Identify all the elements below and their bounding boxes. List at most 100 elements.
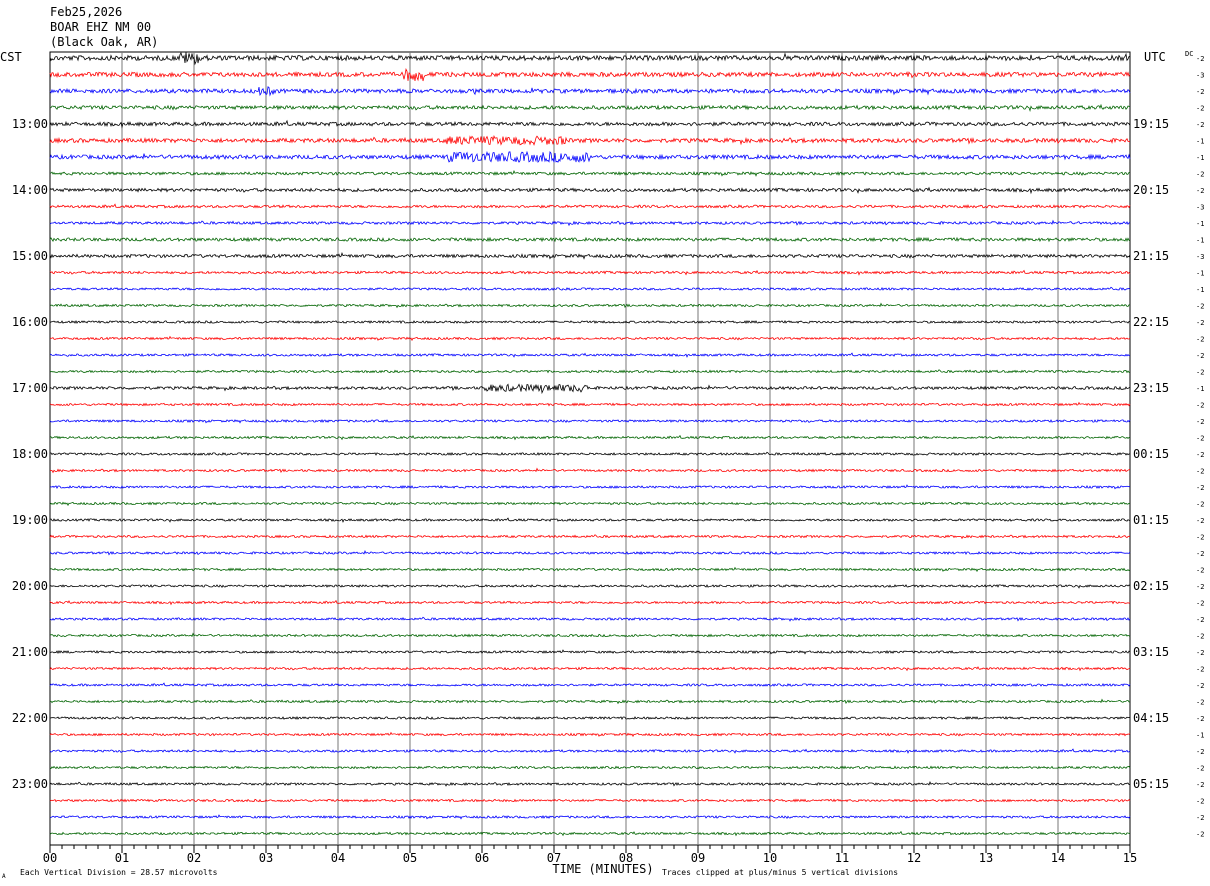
seismic-trace <box>49 369 1130 374</box>
dc-offset-label: -2 <box>1196 781 1204 789</box>
seismic-trace <box>49 616 1131 622</box>
right-hour-label: 00:15 <box>1133 447 1169 461</box>
dc-offset-label: -2 <box>1196 649 1204 657</box>
x-tick-label: 04 <box>331 851 345 865</box>
dc-offset-label: -2 <box>1196 402 1204 410</box>
seismic-trace <box>50 335 1131 342</box>
seismic-trace <box>49 748 1131 754</box>
x-tick-label: 11 <box>835 851 849 865</box>
x-axis-title: TIME (MINUTES) <box>552 862 653 876</box>
dc-offset-label: -2 <box>1196 352 1204 360</box>
dc-offset-label: -2 <box>1196 583 1204 591</box>
left-hour-label: 16:00 <box>12 315 48 329</box>
seismic-trace <box>49 150 1131 163</box>
right-hour-label: 21:15 <box>1133 249 1169 263</box>
seismic-trace <box>49 649 1131 655</box>
footer-clip-note: Traces clipped at plus/minus 5 vertical … <box>662 868 898 877</box>
seismic-trace <box>49 252 1131 260</box>
dc-offset-label: -3 <box>1196 72 1204 80</box>
dc-offset-label: -3 <box>1196 253 1204 261</box>
x-tick-label: 01 <box>115 851 129 865</box>
right-hour-label: 23:15 <box>1133 381 1169 395</box>
seismic-trace <box>49 798 1131 803</box>
dc-offset-label: -2 <box>1196 633 1204 641</box>
plot-grid <box>49 51 1131 846</box>
seismic-trace <box>49 86 1131 97</box>
x-tick-label: 05 <box>403 851 417 865</box>
seismic-trace <box>49 666 1131 672</box>
seismic-trace <box>49 401 1131 407</box>
dc-offset-label: -2 <box>1196 748 1204 756</box>
dc-offset-label: -2 <box>1196 666 1204 674</box>
left-hour-label: 13:00 <box>12 117 48 131</box>
seismic-trace <box>49 383 1131 395</box>
dc-offset-label: -2 <box>1196 451 1204 459</box>
footer-mark: A <box>2 873 6 880</box>
dc-offset-label: -2 <box>1196 187 1204 195</box>
seismic-trace <box>49 302 1131 309</box>
right-hour-label: 02:15 <box>1133 579 1169 593</box>
dc-offset-label: -2 <box>1196 798 1204 806</box>
dc-offset-label: -2 <box>1196 121 1204 129</box>
dc-offset-label: -2 <box>1196 517 1204 525</box>
dc-offset-label: -1 <box>1196 270 1204 278</box>
dc-offset-label: -2 <box>1196 171 1204 179</box>
seismic-trace <box>49 319 1131 325</box>
dc-offset-label: -2 <box>1196 319 1204 327</box>
x-tick-label: 15 <box>1123 851 1137 865</box>
seismic-trace <box>49 781 1131 787</box>
left-hour-label: 20:00 <box>12 579 48 593</box>
dc-offset-label: -1 <box>1196 138 1204 146</box>
left-timezone-label: CST <box>0 50 22 64</box>
seismic-trace <box>49 52 1131 66</box>
left-hour-label: 21:00 <box>12 645 48 659</box>
x-axis: 00 01 02 03 04 05 06 07 08 09 10 11 12 13 14 15 <box>43 845 1137 865</box>
left-hour-label: 22:00 <box>12 711 48 725</box>
x-tick-label: 02 <box>187 851 201 865</box>
seismic-trace <box>49 451 1131 456</box>
dc-offset-label: -2 <box>1196 501 1204 509</box>
dc-offset-label: -2 <box>1196 715 1204 723</box>
seismic-trace <box>49 352 1131 358</box>
dc-offset-label: -2 <box>1196 550 1204 558</box>
left-hour-label: 17:00 <box>12 381 48 395</box>
dc-offset-label: -2 <box>1196 831 1204 839</box>
dc-offset-label: -2 <box>1196 600 1204 608</box>
dc-offset-label: -2 <box>1196 435 1204 443</box>
right-hour-label: 05:15 <box>1133 777 1169 791</box>
seismic-trace <box>49 467 1131 474</box>
right-hour-label: 04:15 <box>1133 711 1169 725</box>
left-hour-label: 23:00 <box>12 777 48 791</box>
hour-labels: 13:00 14:00 15:00 16:00 17:00 18:00 19:00 20:00… <box>12 117 1169 791</box>
dc-offset-label: -2 <box>1196 105 1204 113</box>
dc-offset-label: -1 <box>1196 237 1204 245</box>
dc-offset-label: -2 <box>1196 88 1204 96</box>
dc-offset-label: -1 <box>1196 732 1204 740</box>
dc-offset-label: -2 <box>1196 468 1204 476</box>
seismic-trace <box>49 517 1131 523</box>
plot-frame <box>49 51 1131 846</box>
x-tick-label: 13 <box>979 851 993 865</box>
seismic-trace <box>49 534 1130 540</box>
header-location: (Black Oak, AR) <box>50 35 158 49</box>
seismic-trace <box>49 682 1131 687</box>
left-hour-label: 18:00 <box>12 447 48 461</box>
x-tick-label: 06 <box>475 851 489 865</box>
seismic-trace <box>49 186 1131 195</box>
seismic-trace <box>49 584 1131 589</box>
seismic-trace <box>49 765 1131 770</box>
seismic-trace <box>49 286 1131 291</box>
right-hour-label: 01:15 <box>1133 513 1169 527</box>
seismic-trace <box>49 566 1131 573</box>
right-hour-label: 03:15 <box>1133 645 1169 659</box>
seismic-trace <box>49 269 1131 276</box>
right-timezone-label: UTC <box>1144 50 1166 64</box>
dc-offset-label: -2 <box>1196 814 1204 822</box>
left-hour-label: 15:00 <box>12 249 48 263</box>
seismic-trace <box>49 632 1131 638</box>
seismic-trace <box>49 119 1131 129</box>
x-tick-label: 10 <box>763 851 777 865</box>
dc-offset-label: -2 <box>1196 55 1204 63</box>
x-tick-label: 00 <box>43 851 57 865</box>
